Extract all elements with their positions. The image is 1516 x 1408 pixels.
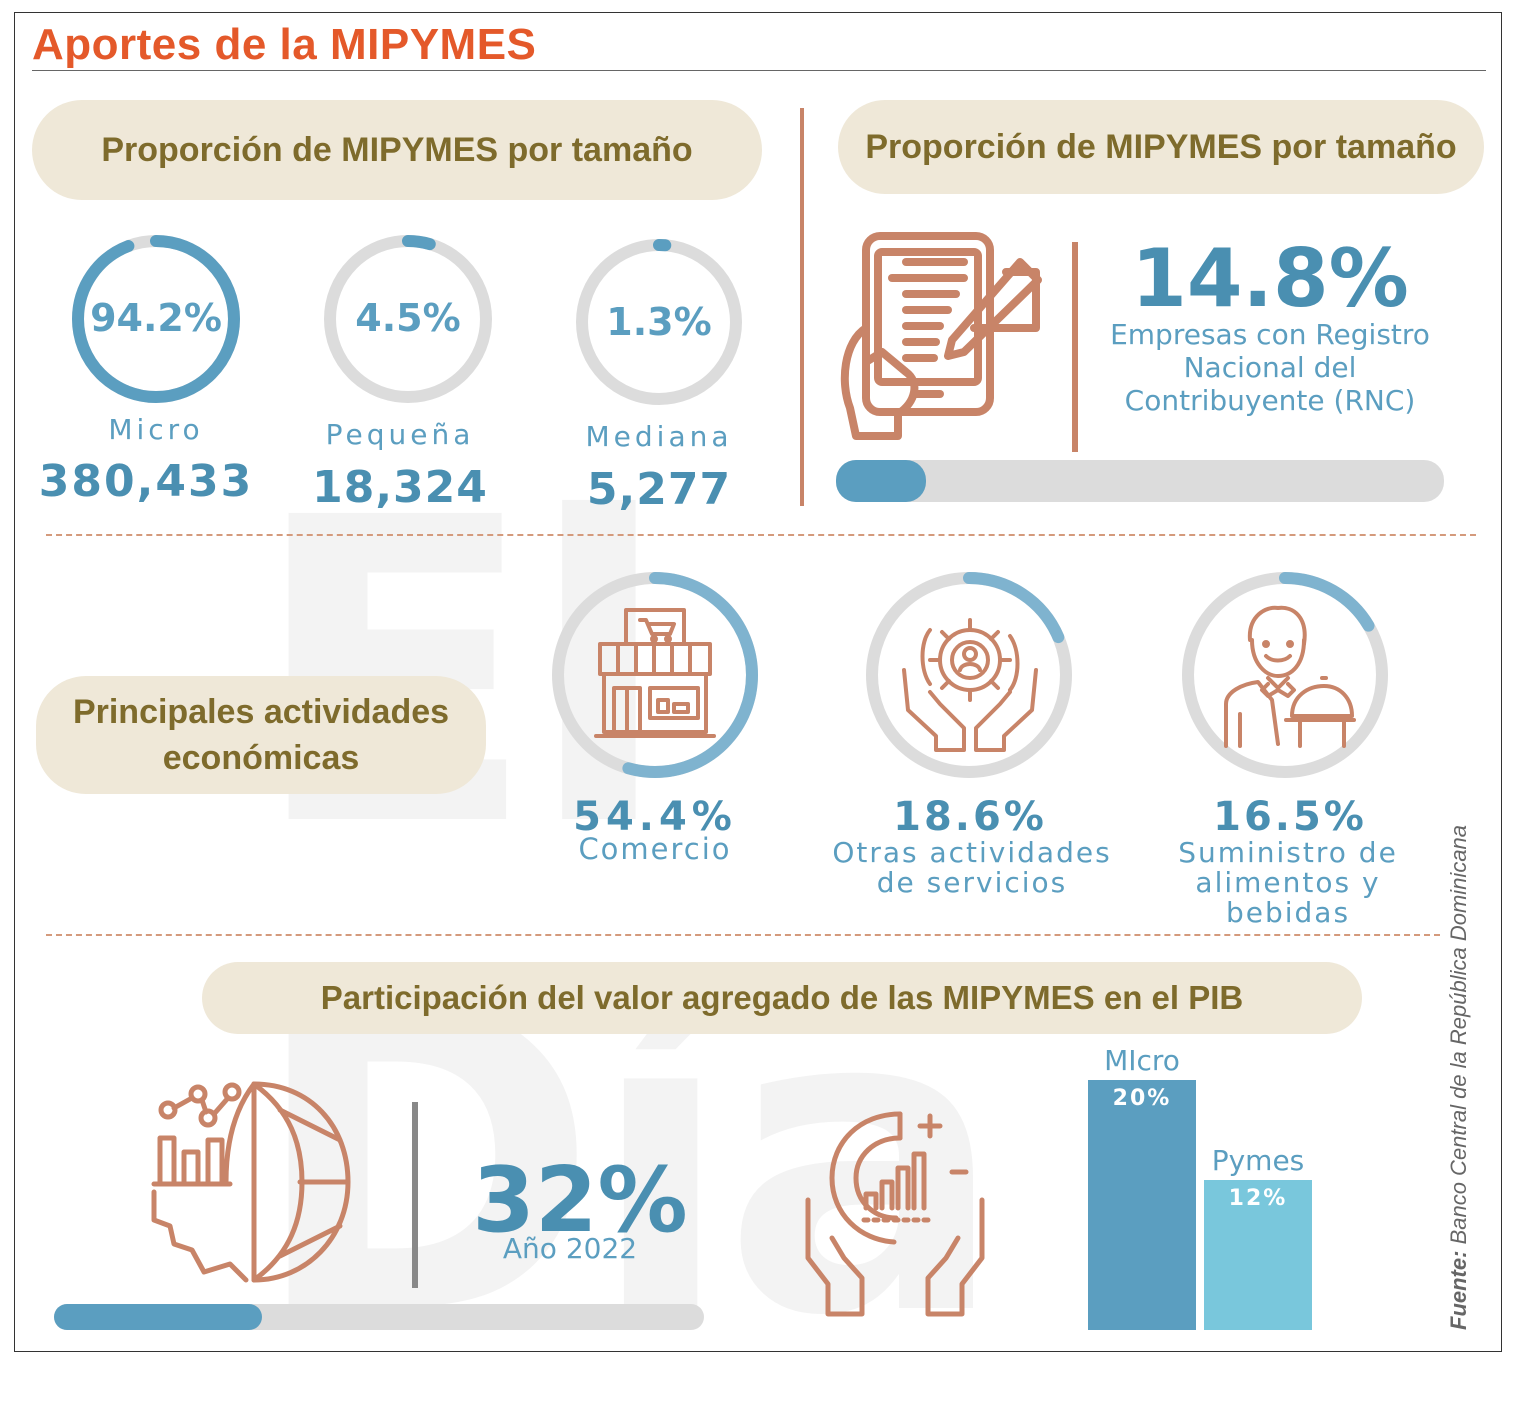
- page-title: Aportes de la MIPYMES: [32, 20, 537, 69]
- comercio-label: Comercio: [540, 834, 770, 864]
- micro-count: 380,433: [38, 456, 254, 507]
- servicios-label: Otras actividades de servicios: [830, 838, 1114, 898]
- ring-mediana-arc: [576, 239, 742, 405]
- pequena-label: Pequeña: [325, 418, 475, 451]
- rnc-desc-line3: Contribuyente (RNC): [1124, 384, 1416, 417]
- source-note: Fuente: Banco Central de la República Do…: [1446, 825, 1472, 1330]
- rnc-desc-line2: Nacional del: [1183, 351, 1357, 384]
- section3-heading-line1: Principales actividades: [72, 693, 450, 731]
- pib-divider: [412, 1102, 418, 1288]
- alimentos-percent: 16.5%: [1213, 794, 1367, 840]
- ring-servicios: [866, 572, 1072, 778]
- servicios-label-line1: Otras actividades: [832, 836, 1112, 869]
- ring-pequena: [324, 235, 492, 403]
- ring-pequena-arc: [324, 235, 492, 403]
- servicios-percent: 18.6%: [893, 794, 1047, 840]
- ring-micro: [72, 235, 240, 403]
- store-icon: [594, 608, 716, 738]
- servicios-label-line2: de servicios: [876, 866, 1068, 899]
- globe-chart-icon: [151, 1081, 351, 1283]
- section3-heading: Principales actividades económicas: [36, 676, 486, 794]
- pib-year: Año 2022: [502, 1232, 638, 1265]
- section1-heading: Proporción de MIPYMES por tamaño: [32, 100, 762, 200]
- ring-comercio-arc: [552, 572, 758, 778]
- bar-value-micro: 20%: [1112, 1086, 1172, 1111]
- comercio-percent: 54.4%: [573, 794, 737, 840]
- source-text: Banco Central de la República Dominicana: [1446, 824, 1471, 1251]
- bar-value-pymes: 12%: [1228, 1186, 1288, 1211]
- pequena-percent: 4.5%: [355, 296, 461, 340]
- micro-percent: 94.2%: [90, 296, 222, 340]
- mediana-label: Mediana: [585, 420, 733, 453]
- ring-mediana: [576, 239, 742, 405]
- source-prefix: Fuente:: [1446, 1250, 1471, 1330]
- section-divider: [800, 108, 804, 506]
- pib-bar-chart: [1088, 1080, 1312, 1330]
- ring-servicios-arc: [866, 572, 1072, 778]
- section3-heading-line2: económicas: [162, 739, 360, 777]
- tablet-signature-icon: [840, 232, 1042, 440]
- ring-micro-arc: [72, 235, 240, 403]
- pib-percent: 32%: [472, 1148, 688, 1253]
- alimentos-label: Suministro de alimentos y bebidas: [1132, 838, 1444, 928]
- pib-progress-bar: [54, 1304, 704, 1330]
- rnc-desc-line1: Empresas con Registro: [1110, 318, 1430, 351]
- comercio-label-line1: Comercio: [578, 832, 732, 866]
- title-rule: [32, 70, 1486, 71]
- section4-heading: Participación del valor agregado de las …: [202, 962, 1362, 1034]
- rnc-progress-fill: [836, 460, 926, 502]
- bar-pymes: [1204, 1180, 1312, 1330]
- rnc-divider: [1072, 242, 1078, 452]
- mediana-percent: 1.3%: [606, 300, 712, 344]
- pequena-count: 18,324: [312, 462, 488, 513]
- ring-comercio: [552, 572, 758, 778]
- rnc-percent: 14.8%: [1131, 232, 1409, 325]
- rnc-progress-bar: [836, 460, 1444, 502]
- ring-alimentos-arc: [1182, 572, 1388, 778]
- bar-category-micro: MIcro: [1104, 1044, 1180, 1077]
- alimentos-label-line1: Suministro de: [1178, 836, 1398, 869]
- rnc-description: Empresas con Registro Nacional del Contr…: [1100, 318, 1440, 417]
- micro-label: Micro: [108, 413, 204, 446]
- gear-hands-icon: [902, 618, 1038, 752]
- alimentos-label-line2: alimentos y bebidas: [1195, 866, 1381, 929]
- mediana-count: 5,277: [586, 464, 732, 515]
- bar-micro: [1088, 1080, 1196, 1330]
- section2-heading: Proporción de MIPYMES por tamaño: [838, 100, 1484, 194]
- waiter-icon: [1224, 605, 1356, 748]
- dashed-divider-1: [46, 534, 1476, 536]
- ring-alimentos: [1182, 572, 1388, 778]
- bar-category-pymes: Pymes: [1211, 1144, 1305, 1177]
- dashed-divider-2: [46, 934, 1440, 936]
- hands-chart-icon: [805, 1111, 985, 1317]
- pib-progress-fill: [54, 1304, 262, 1330]
